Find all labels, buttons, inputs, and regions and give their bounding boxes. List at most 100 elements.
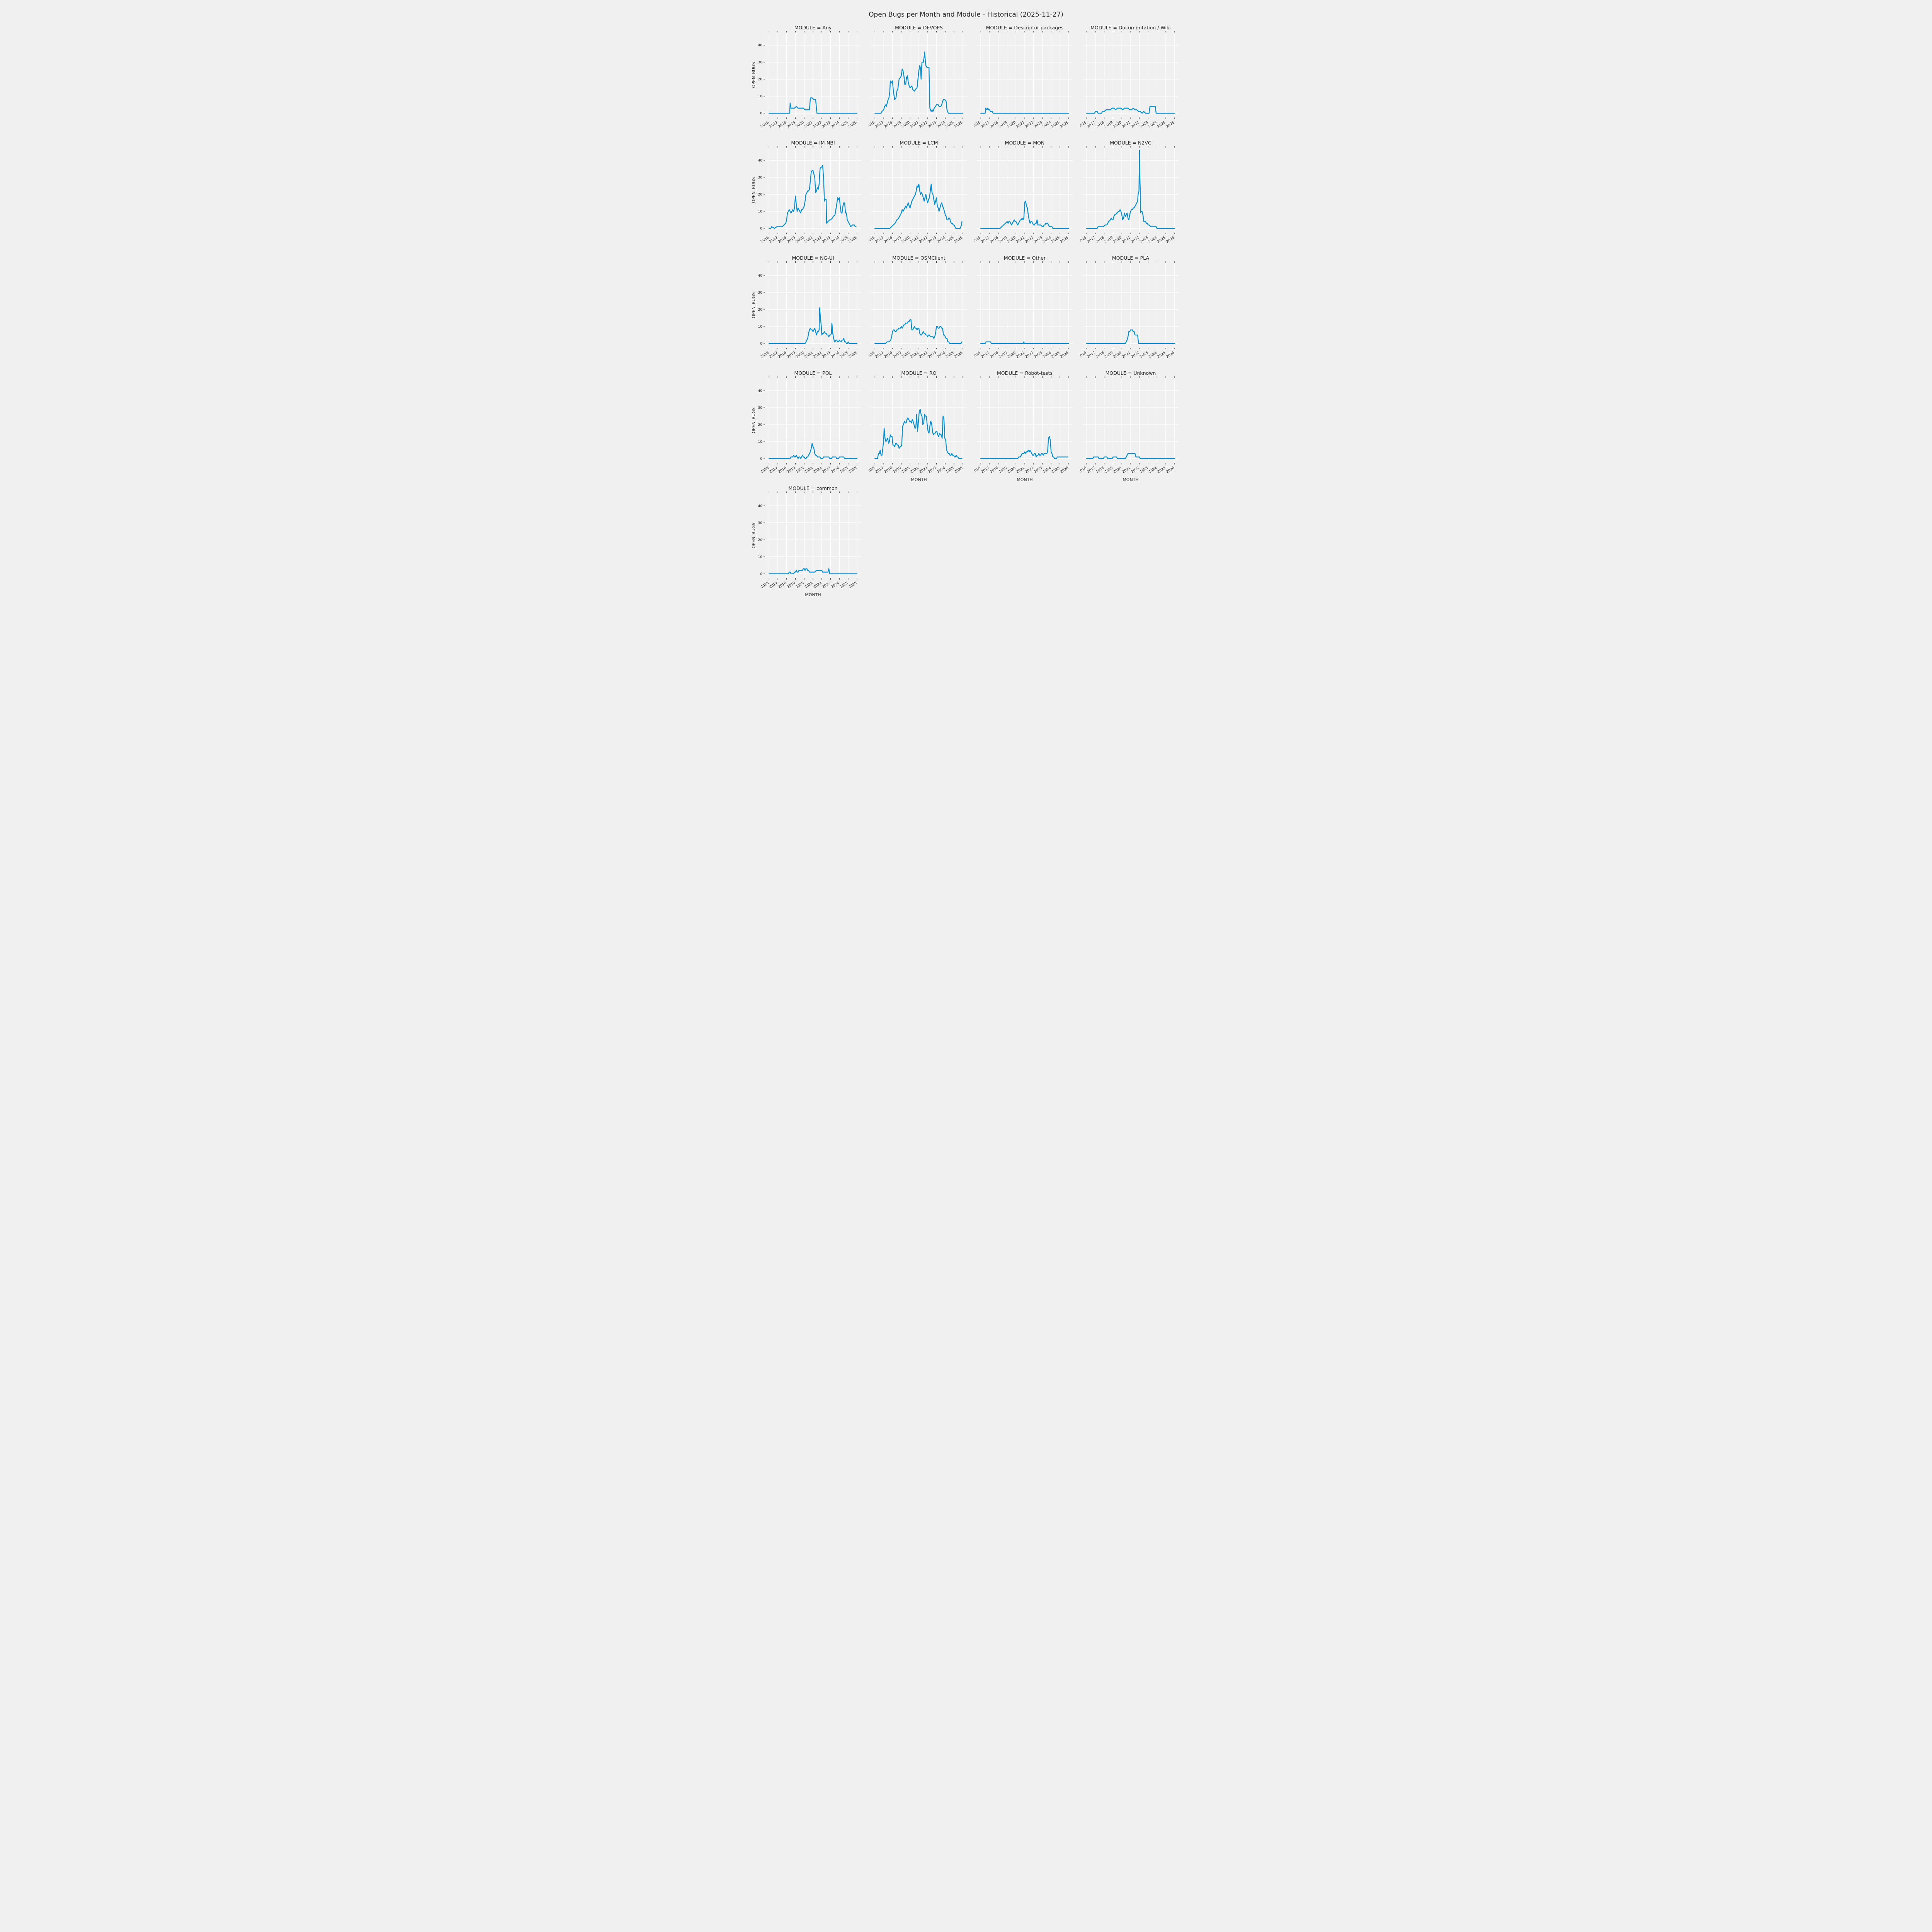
x-tick-label: 2025: [945, 466, 955, 474]
x-tick-label: 2024: [936, 121, 946, 129]
subplot-canvas: 2016201720182019202020212022202320242025…: [975, 140, 1073, 244]
x-tick-label: 2018: [778, 351, 787, 359]
x-tick-label: 2023: [1033, 466, 1043, 474]
x-tick-label: 2024: [1042, 351, 1052, 359]
x-tick-label: 2020: [1113, 121, 1122, 129]
x-tick-label: 2023: [821, 236, 831, 244]
subplot-unknown: 2016 2017 2018 2019 2020 2021 2022 2023 2024 2025…: [1080, 369, 1181, 482]
x-tick-label: 2025: [1051, 236, 1061, 244]
subplot-title: MODULE = Other: [1004, 255, 1046, 261]
subplot-descriptor-packages: 2016 2017 2018 2019 2020 2021 2022 2023 2024 2025…: [975, 24, 1075, 137]
subplot-title: MODULE = POL: [794, 370, 832, 376]
series-line: [980, 436, 1068, 459]
series-line: [769, 568, 857, 575]
subplot-ng-ui: 2016 2017 2018 2019 2020 2021 2022 2023 2024 2025…: [751, 254, 863, 367]
subplot-common: 2016 2017 2018 2019 2020 2021 2022 2023 2024 2025…: [751, 485, 863, 597]
figure: Open Bugs per Month and Module - Histori…: [742, 0, 1190, 607]
x-tick-label: 2018: [990, 121, 999, 129]
subplot-devops: 2016 2017 2018 2019 2020 2021 2022 2023 2024 2025…: [869, 24, 969, 137]
x-tick-label: 2018: [778, 236, 787, 244]
subplot-pol: 2016 2017 2018 2019 2020 2021 2022 2023 2024 2025…: [751, 369, 863, 482]
subplot-canvas: 2016201720182019202020212022202320242025…: [1080, 140, 1179, 244]
x-tick-label: 2019: [892, 466, 902, 474]
series-line: [1086, 329, 1175, 344]
x-tick-label: 2020: [901, 466, 911, 474]
y-tick-label: 20: [758, 308, 763, 312]
x-tick-label: 2025: [1157, 351, 1167, 359]
x-tick-label: 2016: [975, 236, 981, 244]
y-tick-label: 10: [758, 440, 763, 444]
subplot-n2vc: 2016 2017 2018 2019 2020 2021 2022 2023 2024 2025…: [1080, 139, 1181, 252]
x-tick-label: 2019: [1104, 351, 1114, 359]
x-tick-label: 2026: [848, 236, 858, 244]
x-tick-label: 2017: [981, 466, 990, 474]
x-tick-label: 2021: [1122, 466, 1131, 474]
x-tick-label: 2022: [813, 581, 823, 589]
subplot-title: MODULE = Descriptor-packages: [986, 25, 1064, 31]
x-tick-label: 2025: [945, 121, 955, 129]
y-tick-label: 20: [758, 193, 763, 197]
subplot-canvas: 2016201720182019202020212022202320242025…: [1080, 25, 1179, 129]
x-tick-label: 2021: [1016, 121, 1026, 129]
x-tick-label: 2022: [1025, 121, 1034, 129]
y-tick-label: 40: [758, 159, 763, 163]
x-tick-label: 2026: [848, 351, 858, 359]
x-tick-label: 2021: [804, 351, 814, 359]
x-tick-label: 2022: [919, 351, 929, 359]
x-tick-label: 2021: [910, 236, 920, 244]
x-tick-label: 2019: [998, 121, 1008, 129]
x-tick-label: 2024: [1148, 236, 1158, 244]
x-tick-label: 2021: [804, 581, 814, 589]
y-tick-label: 10: [758, 210, 763, 214]
series-line: [874, 409, 963, 459]
subplot-canvas: 2016201720182019202020212022202320242025…: [975, 25, 1073, 129]
subplot-title: MODULE = OSMClient: [892, 255, 946, 261]
x-tick-label: 2022: [813, 121, 823, 129]
x-tick-label: 2024: [936, 236, 946, 244]
x-tick-label: 2026: [1166, 121, 1175, 129]
x-tick-label: 2017: [1087, 466, 1096, 474]
subplot-canvas: 2016201720182019202020212022202320242025…: [1080, 370, 1179, 482]
x-tick-label: 2024: [1148, 121, 1158, 129]
x-tick-label: 2018: [990, 351, 999, 359]
y-tick-label: 40: [758, 504, 763, 508]
x-tick-label: 2017: [875, 236, 884, 244]
x-tick-label: 2016: [760, 121, 770, 129]
x-tick-label: 2019: [998, 351, 1008, 359]
x-tick-label: 2023: [821, 466, 831, 474]
y-tick-label: 20: [758, 423, 763, 427]
subplot-canvas: 2016201720182019202020212022202320242025…: [869, 370, 967, 482]
x-tick-label: 2026: [1060, 351, 1070, 359]
x-tick-label: 2017: [981, 351, 990, 359]
x-tick-label: 2023: [1033, 121, 1043, 129]
x-tick-label: 2020: [1007, 351, 1017, 359]
x-tick-label: 2019: [1104, 236, 1114, 244]
x-tick-label: 2022: [1025, 236, 1034, 244]
subplot-title: MODULE = Unknown: [1105, 370, 1156, 376]
x-tick-label: 2020: [1007, 466, 1017, 474]
x-tick-label: 2022: [813, 236, 823, 244]
y-tick-label: 20: [758, 78, 763, 82]
x-axis-label: MONTH: [1017, 477, 1032, 482]
series-line: [769, 443, 857, 459]
x-tick-label: 2019: [786, 351, 796, 359]
x-tick-label: 2017: [875, 466, 884, 474]
x-tick-label: 2025: [1157, 466, 1167, 474]
x-tick-label: 2026: [848, 121, 858, 129]
x-tick-label: 2018: [990, 236, 999, 244]
x-tick-label: 2024: [1148, 351, 1158, 359]
x-tick-label: 2017: [875, 121, 884, 129]
x-tick-label: 2025: [839, 236, 849, 244]
x-tick-label: 2025: [945, 351, 955, 359]
subplot-canvas: 2016201720182019202020212022202320242025…: [751, 140, 861, 244]
subplot-documentation-wiki: 2016 2017 2018 2019 2020 2021 2022 2023 2024 2025…: [1080, 24, 1181, 137]
x-tick-label: 2025: [839, 351, 849, 359]
series-line: [769, 97, 857, 114]
x-tick-label: 2024: [936, 466, 946, 474]
x-tick-label: 2016: [975, 466, 981, 474]
subplot-canvas: 2016201720182019202020212022202320242025…: [751, 485, 861, 597]
x-tick-label: 2019: [892, 351, 902, 359]
subplot-lcm: 2016 2017 2018 2019 2020 2021 2022 2023 2024 2025…: [869, 139, 969, 252]
page: { "title": "Open Bugs per Month and Modu…: [0, 0, 1932, 607]
x-tick-label: 2018: [1095, 466, 1105, 474]
